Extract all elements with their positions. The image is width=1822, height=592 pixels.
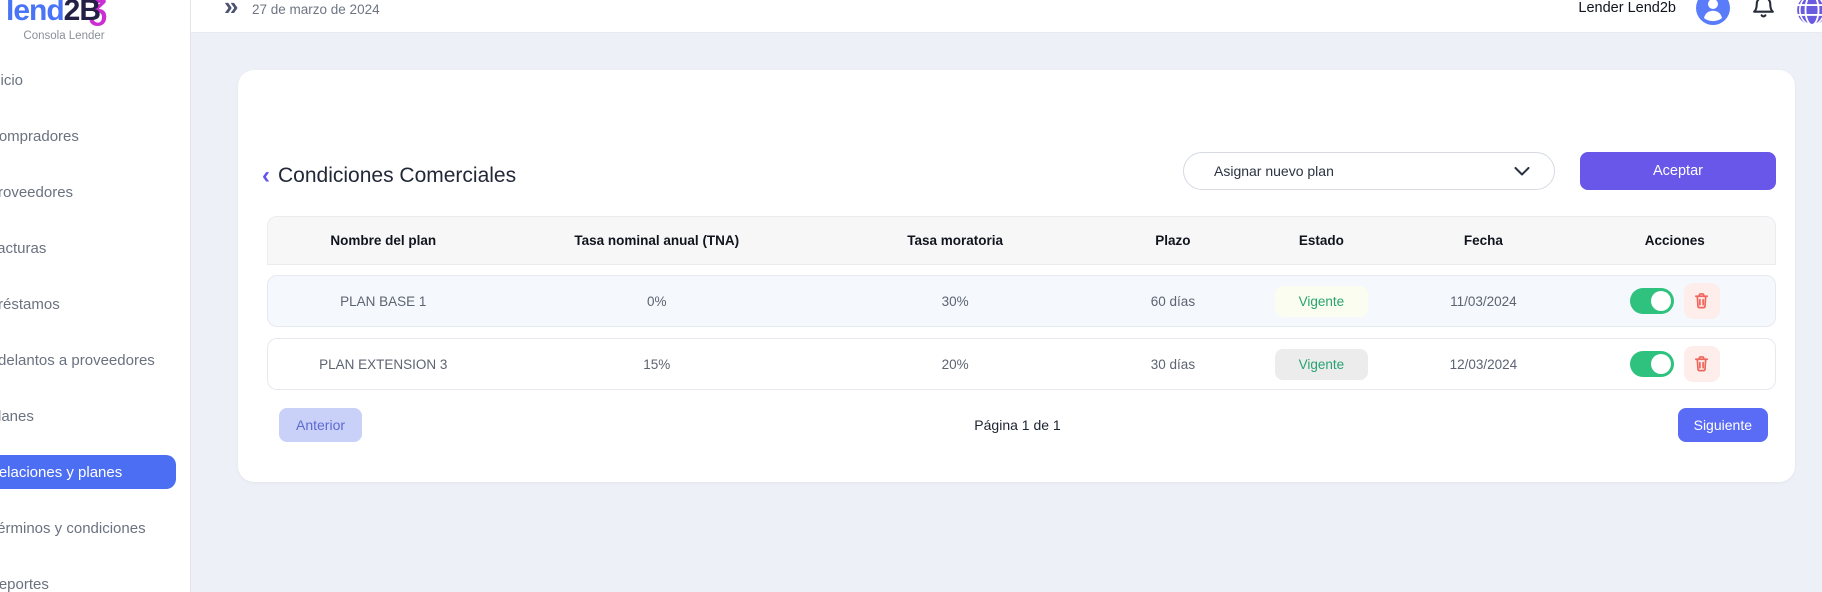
plan-name: PLAN BASE 1 <box>340 293 427 309</box>
table-row: PLAN BASE 1 0% 30% 60 días Vigente 11/03… <box>267 275 1776 327</box>
plan-late-rate: 20% <box>941 356 969 372</box>
page-title: Condiciones Comerciales <box>278 164 517 187</box>
plans-table: Nombre del plan Tasa nominal anual (TNA)… <box>267 216 1776 401</box>
accept-button[interactable]: Aceptar <box>1580 152 1776 190</box>
plan-status-cell: Vigente <box>1251 285 1393 317</box>
notifications-button[interactable] <box>1751 0 1776 20</box>
plan-tna: 0% <box>647 293 667 309</box>
trash-icon <box>1695 293 1709 309</box>
plan-status-cell: Vigente <box>1251 348 1393 380</box>
table-body: PLAN BASE 1 0% 30% 60 días Vigente 11/03… <box>267 275 1776 390</box>
page-title-row: ‹ Condiciones Comerciales <box>262 164 516 188</box>
sidebar-item-planes[interactable]: Planes <box>0 407 34 425</box>
sidebar-item-prestamos[interactable]: Préstamos <box>0 295 60 313</box>
column-header-moratoria: Tasa moratoria <box>907 233 1004 248</box>
sidebar-item-compradores[interactable]: Compradores <box>0 127 79 145</box>
sidebar: lend2BƷ Consola Lender Inicio Compradore… <box>0 0 191 592</box>
plan-term: 30 días <box>1150 356 1196 372</box>
next-page-button[interactable]: Siguiente <box>1677 408 1768 442</box>
topbar-user-name: Lender Lend2b <box>1578 0 1676 16</box>
previous-page-button[interactable]: Anterior <box>279 408 363 442</box>
plan-actions-cell <box>1575 346 1775 382</box>
plan-term: 60 días <box>1150 293 1196 309</box>
language-globe-button[interactable] <box>1795 0 1822 27</box>
chevron-down-icon <box>1514 166 1530 175</box>
column-header-tna: Tasa nominal anual (TNA) <box>574 233 740 248</box>
commercial-conditions-card: ‹ Condiciones Comerciales Proveedor:Ancl… <box>238 70 1795 482</box>
person-icon <box>1704 0 1722 22</box>
user-avatar[interactable] <box>1696 0 1730 25</box>
sidebar-item-facturas[interactable]: Facturas <box>0 239 47 257</box>
sidebar-item-inicio[interactable]: Inicio <box>0 71 24 89</box>
sidebar-item-terminos[interactable]: Términos y condiciones <box>0 519 146 537</box>
plan-late-rate: 30% <box>941 293 969 309</box>
table-header-row: Nombre del plan Tasa nominal anual (TNA)… <box>267 216 1776 265</box>
column-header-fecha: Fecha <box>1463 233 1503 248</box>
sidebar-nav: Inicio Compradores Proveedores Facturas … <box>0 52 190 592</box>
plan-date: 12/03/2024 <box>1449 356 1518 372</box>
pagination: Anterior Página 1 de 1 Siguiente <box>267 408 1768 444</box>
sidebar-item-proveedores[interactable]: Proveedores <box>0 183 74 201</box>
column-header-plazo: Plazo <box>1155 233 1191 248</box>
sidebar-item-adelantos[interactable]: Adelantos a proveedores <box>0 351 155 369</box>
sidebar-item-reportes[interactable]: Reportes <box>0 575 49 592</box>
page-status: Página 1 de 1 <box>974 417 1061 433</box>
plan-tna: 15% <box>643 356 671 372</box>
brand-logo-accent-glyph: Ʒ <box>89 0 107 27</box>
brand-logo[interactable]: lend2BƷ <box>6 0 107 28</box>
plan-name: PLAN EXTENSION 3 <box>319 356 448 372</box>
globe-icon <box>1797 0 1822 26</box>
column-header-nombre: Nombre del plan <box>330 233 437 248</box>
assign-plan-select-value: Asignar nuevo plan <box>1214 163 1334 179</box>
table-row: PLAN EXTENSION 3 15% 20% 30 días Vigente… <box>267 338 1776 390</box>
brand-tagline: Consola Lender <box>23 30 105 42</box>
column-header-acciones: Acciones <box>1644 233 1705 248</box>
brand-logo-text-primary: lend <box>6 0 65 27</box>
delete-button[interactable] <box>1683 283 1720 319</box>
assign-plan-select[interactable]: Asignar nuevo plan <box>1183 152 1555 190</box>
status-badge: Vigente <box>1274 348 1369 380</box>
column-header-estado: Estado <box>1298 233 1344 248</box>
bell-icon <box>1753 0 1774 18</box>
plan-actions-cell <box>1575 283 1775 319</box>
plan-date: 11/03/2024 <box>1450 293 1517 309</box>
back-button[interactable]: ‹ <box>262 162 270 189</box>
topbar-date: 27 de marzo de 2024 <box>252 2 380 17</box>
topbar: » 27 de marzo de 2024 Lender Lend2b <box>191 0 1822 33</box>
status-toggle[interactable] <box>1629 288 1674 314</box>
brand-logo-text-secondary: 2B <box>63 0 101 27</box>
delete-button[interactable] <box>1683 346 1720 382</box>
status-toggle[interactable] <box>1629 351 1674 377</box>
status-badge: Vigente <box>1274 285 1369 317</box>
trash-icon <box>1695 356 1709 372</box>
sidebar-collapse-icon[interactable]: » <box>224 0 239 21</box>
toggle-knob <box>1650 354 1671 374</box>
sidebar-item-relaciones-y-planes[interactable]: Relaciones y planes <box>0 455 176 489</box>
toggle-knob <box>1650 291 1671 311</box>
